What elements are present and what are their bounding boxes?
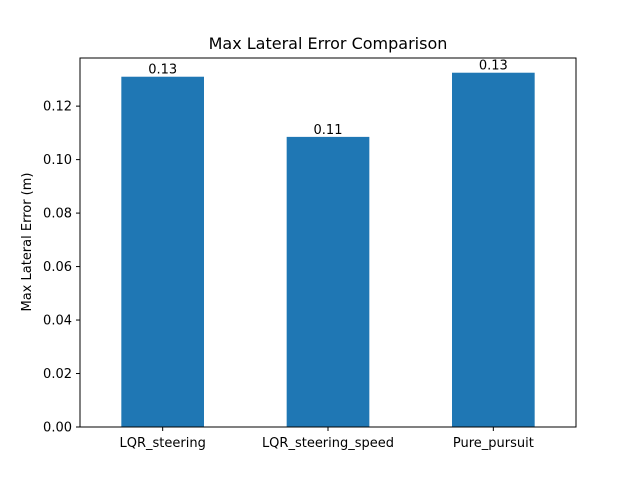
bar-pure-pursuit	[452, 72, 535, 428]
x-tick-label: LQR_steering_speed	[262, 436, 394, 451]
bars-group	[121, 72, 535, 428]
value-label: 0.13	[148, 63, 177, 78]
chart-title: Max Lateral Error Comparison	[209, 34, 448, 53]
y-axis-label: Max Lateral Error (m)	[20, 173, 35, 312]
value-label: 0.11	[314, 123, 343, 138]
y-tick-label: 0.10	[43, 153, 72, 168]
y-tick-label: 0.12	[43, 100, 72, 115]
y-axis: 0.00 0.02 0.04 0.06 0.08 0.10 0.12	[43, 100, 80, 436]
x-axis: LQR_steering LQR_steering_speed Pure_pursu…	[120, 427, 534, 451]
y-tick-label: 0.00	[43, 421, 72, 436]
y-tick-label: 0.06	[43, 260, 72, 275]
y-tick-label: 0.02	[43, 367, 72, 382]
value-labels-group: 0.13 0.11 0.13	[148, 59, 508, 138]
value-label: 0.13	[479, 59, 508, 74]
x-tick-label: LQR_steering	[120, 436, 206, 451]
bar-lqr-steering-speed	[286, 136, 370, 427]
x-tick-label: Pure_pursuit	[453, 436, 534, 451]
y-tick-label: 0.08	[43, 207, 72, 222]
bar-lqr-steering	[121, 76, 204, 427]
y-tick-label: 0.04	[43, 314, 72, 329]
